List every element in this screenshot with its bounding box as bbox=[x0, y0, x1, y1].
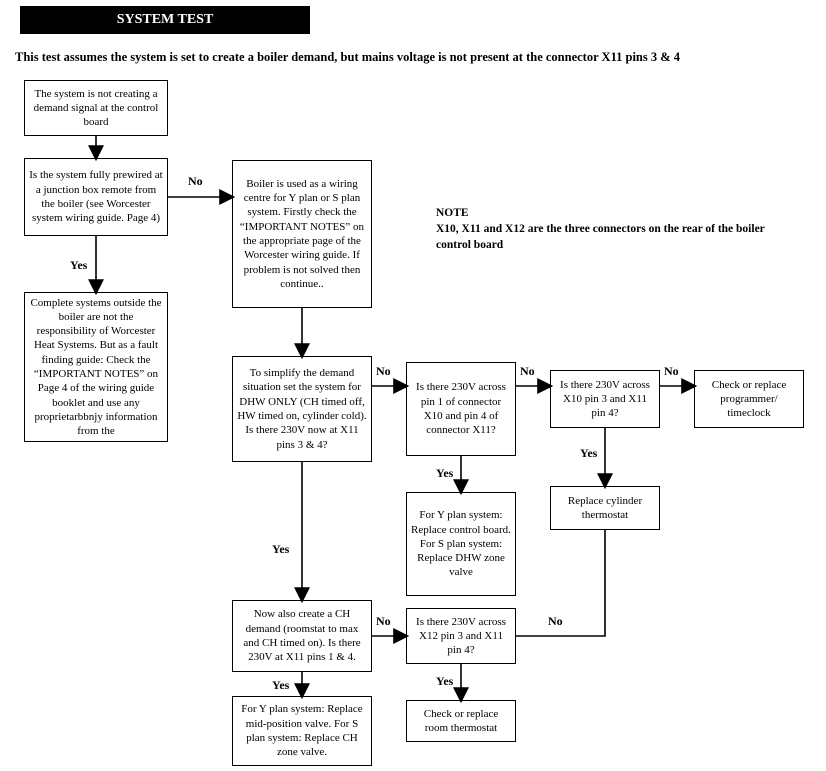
node-wiring-centre: Boiler is used as a wiring centre for Y … bbox=[232, 160, 372, 308]
node-x12p3-x11p4: Is there 230V across X12 pin 3 and X11 p… bbox=[406, 608, 516, 664]
node-replace-cyl-stat: Replace cylinder thermostat bbox=[550, 486, 660, 530]
edge-label-no: No bbox=[520, 364, 535, 379]
node-check-programmer: Check or replace programmer/ timeclock bbox=[694, 370, 804, 428]
subtitle: This test assumes the system is set to c… bbox=[15, 50, 680, 65]
header-title: SYSTEM TEST bbox=[117, 12, 214, 27]
edge-label-no: No bbox=[376, 614, 391, 629]
node-ch-demand-question: Now also create a CH demand (roomstat to… bbox=[232, 600, 372, 672]
node-check-room-stat: Check or replace room thermostat bbox=[406, 700, 516, 742]
node-start: The system is not creating a demand sign… bbox=[24, 80, 168, 136]
node-external-systems: Complete systems outside the boiler are … bbox=[24, 292, 168, 442]
note-heading: NOTE bbox=[436, 207, 469, 219]
edge-label-yes: Yes bbox=[272, 542, 289, 557]
edge-label-yes: Yes bbox=[436, 466, 453, 481]
edge-label-no: No bbox=[548, 614, 563, 629]
edge-label-no: No bbox=[664, 364, 679, 379]
edge-label-yes: Yes bbox=[70, 258, 87, 273]
node-x10p1-x11p4: Is there 230V across pin 1 of connector … bbox=[406, 362, 516, 456]
edge-label-yes: Yes bbox=[580, 446, 597, 461]
edge-label-yes: Yes bbox=[272, 678, 289, 693]
edge-label-yes: Yes bbox=[436, 674, 453, 689]
node-replace-board-dhw: For Y plan system: Replace control board… bbox=[406, 492, 516, 596]
header-bar: SYSTEM TEST bbox=[20, 6, 310, 34]
node-replace-mid-ch: For Y plan system: Replace mid-position … bbox=[232, 696, 372, 766]
edge-label-no: No bbox=[376, 364, 391, 379]
note-body: X10, X11 and X12 are the three connector… bbox=[436, 222, 766, 253]
node-prewired-question: Is the system fully prewired at a juncti… bbox=[24, 158, 168, 236]
edge-label-no: No bbox=[188, 174, 203, 189]
node-dhw-only-question: To simplify the demand situation set the… bbox=[232, 356, 372, 462]
node-x10p3-x11p4: Is there 230V across X10 pin 3 and X11 p… bbox=[550, 370, 660, 428]
